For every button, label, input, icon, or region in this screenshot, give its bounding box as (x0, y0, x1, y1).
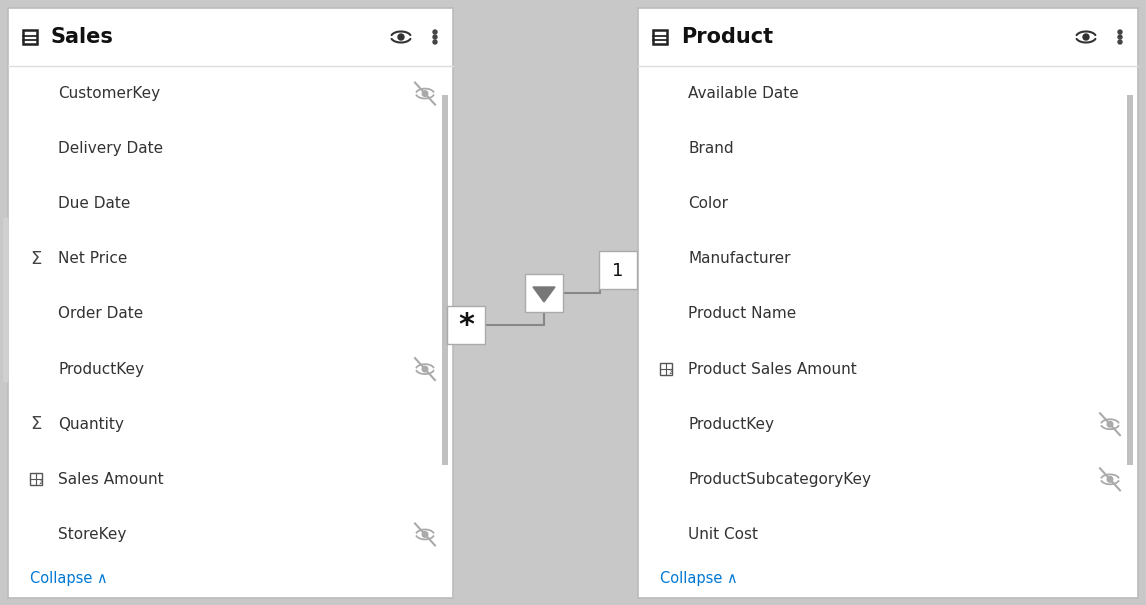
Circle shape (422, 532, 427, 537)
Circle shape (433, 30, 437, 34)
Bar (23, 30, 37, 44)
FancyBboxPatch shape (447, 306, 485, 344)
Text: Sales: Sales (52, 27, 113, 47)
Circle shape (422, 91, 427, 96)
Bar (30, 473, 42, 485)
Text: Σ: Σ (30, 415, 41, 433)
Text: StoreKey: StoreKey (58, 527, 126, 542)
Circle shape (1083, 34, 1089, 40)
Text: Available Date: Available Date (688, 86, 799, 101)
Text: Color: Color (688, 196, 728, 211)
Circle shape (433, 40, 437, 44)
Bar (442, 94, 448, 465)
Bar (1127, 94, 1133, 465)
Text: ProductKey: ProductKey (58, 362, 144, 376)
Circle shape (1107, 422, 1113, 427)
Text: Σ: Σ (30, 250, 41, 268)
Text: Unit Cost: Unit Cost (688, 527, 758, 542)
Circle shape (422, 366, 427, 372)
Circle shape (433, 35, 437, 39)
Text: Brand: Brand (688, 141, 733, 156)
Text: Delivery Date: Delivery Date (58, 141, 163, 156)
Circle shape (398, 34, 405, 40)
Circle shape (1118, 35, 1122, 39)
Text: Quantity: Quantity (58, 417, 124, 432)
Text: Collapse ∧: Collapse ∧ (660, 571, 738, 586)
FancyBboxPatch shape (8, 8, 453, 598)
Circle shape (1118, 30, 1122, 34)
FancyBboxPatch shape (525, 274, 563, 312)
Text: *: * (458, 312, 474, 341)
Circle shape (1107, 477, 1113, 482)
Text: Manufacturer: Manufacturer (688, 252, 791, 266)
Text: Order Date: Order Date (58, 307, 143, 321)
Text: Product: Product (681, 27, 774, 47)
Text: ProductKey: ProductKey (688, 417, 774, 432)
Text: Product Name: Product Name (688, 307, 796, 321)
Text: Product Sales Amount: Product Sales Amount (688, 362, 857, 376)
Text: Due Date: Due Date (58, 196, 131, 211)
Text: CustomerKey: CustomerKey (58, 86, 160, 101)
Text: Net Price: Net Price (58, 252, 127, 266)
Text: Collapse ∧: Collapse ∧ (30, 571, 108, 586)
Text: Sales Amount: Sales Amount (58, 472, 164, 487)
Bar (653, 30, 667, 44)
FancyBboxPatch shape (638, 8, 1138, 598)
Text: 1: 1 (612, 262, 623, 280)
Polygon shape (533, 287, 555, 302)
Text: Σ: Σ (668, 369, 673, 375)
Bar (660, 363, 672, 375)
Text: ProductSubcategoryKey: ProductSubcategoryKey (688, 472, 871, 487)
FancyBboxPatch shape (599, 251, 637, 289)
Text: Σ: Σ (38, 479, 42, 485)
Circle shape (1118, 40, 1122, 44)
